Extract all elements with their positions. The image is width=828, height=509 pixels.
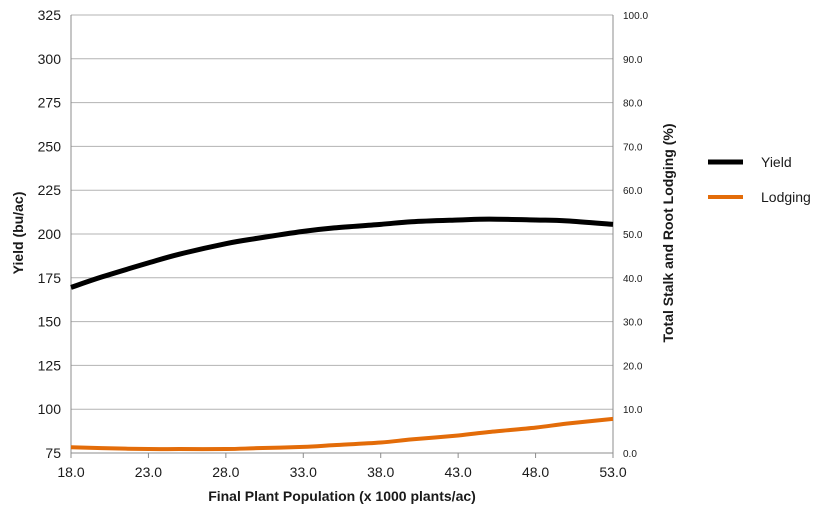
y2-tick-label: 0.0 (623, 449, 637, 460)
y2-tick-label: 70.0 (623, 142, 643, 153)
y2-tick-label: 20.0 (623, 361, 643, 372)
y2-tick-label: 100.0 (623, 11, 648, 22)
legend-label-yield: Yield (761, 154, 792, 170)
x-tick-label: 38.0 (367, 464, 394, 480)
y-tick-label: 325 (38, 7, 62, 23)
y-tick-label: 225 (38, 182, 62, 198)
x-tick-label: 43.0 (445, 464, 472, 480)
y2-axis-title: Total Stalk and Root Lodging (%) (660, 123, 676, 342)
series-lines (70, 216, 614, 452)
y-tick-label: 150 (38, 314, 62, 330)
series-line-yield (70, 216, 614, 290)
y-tick-label: 200 (38, 226, 62, 242)
gridlines (71, 14, 613, 410)
y-tick-label: 100 (38, 401, 62, 417)
y2-tick-label: 10.0 (623, 405, 643, 416)
x-tick-label: 48.0 (522, 464, 549, 480)
plot-axes (70, 15, 614, 458)
legend-label-lodging: Lodging (761, 189, 811, 205)
y2-axis-tick-labels: 0.0 10.0 20.0 30.0 40.0 50.0 60.0 70.0 80.0 90.0 1… (623, 11, 648, 460)
y-tick-label: 250 (38, 138, 62, 154)
x-axis-title: Final Plant Population (x 1000 plants/ac… (208, 488, 476, 504)
x-tick-label: 53.0 (599, 464, 626, 480)
y-tick-label: 125 (38, 357, 62, 373)
x-tick-label: 23.0 (135, 464, 162, 480)
y2-tick-label: 90.0 (623, 55, 643, 66)
x-tick-label: 33.0 (290, 464, 317, 480)
y2-tick-label: 60.0 (623, 186, 643, 197)
y-tick-label: 175 (38, 270, 62, 286)
x-tick-label: 28.0 (212, 464, 239, 480)
legend: Yield Lodging (708, 154, 811, 205)
y2-tick-label: 50.0 (623, 230, 643, 241)
y2-tick-label: 40.0 (623, 274, 643, 285)
y-axis-tick-labels: 75 100 125 150 175 200 225 250 275 300 325 (38, 7, 62, 461)
y-tick-label: 275 (38, 95, 62, 111)
x-axis-tick-labels: 18.0 23.0 28.0 33.0 38.0 43.0 48.0 53.0 (57, 464, 626, 480)
series-line-lodging (70, 416, 614, 452)
y-axis-title: Yield (bu/ac) (10, 192, 26, 275)
y-tick-label: 300 (38, 51, 62, 67)
y-tick-label: 75 (45, 445, 61, 461)
x-tick-label: 18.0 (57, 464, 84, 480)
y2-tick-label: 30.0 (623, 318, 643, 329)
y2-tick-label: 80.0 (623, 99, 643, 110)
